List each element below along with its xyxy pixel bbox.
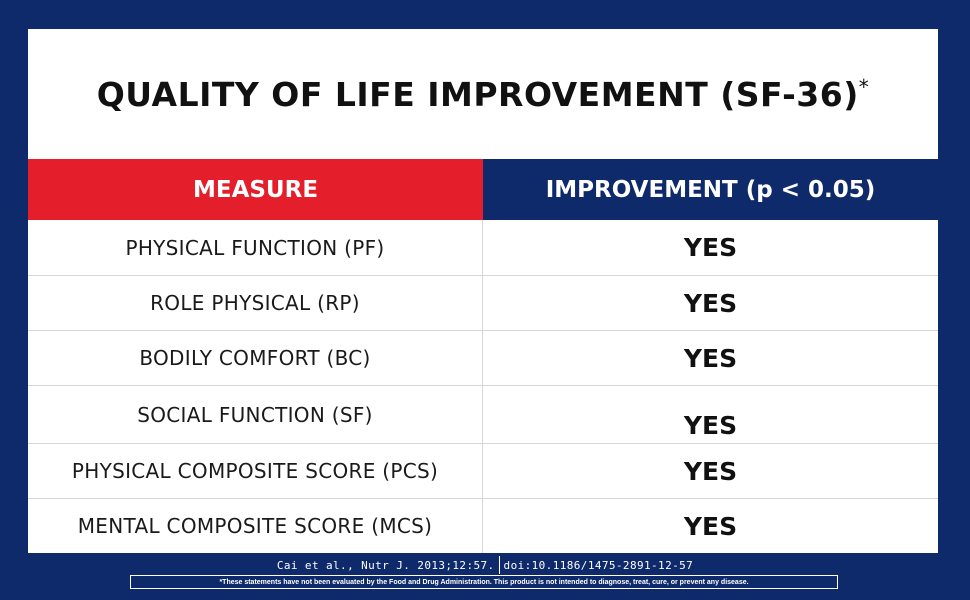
measure-cell: PHYSICAL COMPOSITE SCORE (PCS): [28, 444, 483, 498]
table-row: SOCIAL FUNCTION (SF) YES: [28, 385, 938, 443]
improvement-cell: YES: [683, 343, 738, 373]
measure-cell: BODILY COMFORT (BC): [28, 331, 483, 385]
citation: Cai et al., Nutr J. 2013;12:57. doi:10.1…: [0, 556, 970, 574]
page-title: QUALITY OF LIFE IMPROVEMENT (SF-36)*: [97, 75, 870, 114]
table-header-row: MEASURE IMPROVEMENT (p < 0.05): [28, 159, 938, 220]
fda-disclaimer: *These statements have not been evaluate…: [130, 575, 838, 589]
measure-cell: PHYSICAL FUNCTION (PF): [28, 220, 483, 275]
title-text: QUALITY OF LIFE IMPROVEMENT (SF-36): [96, 74, 859, 114]
table-row: PHYSICAL FUNCTION (PF) YES: [28, 220, 938, 275]
citation-source: Cai et al., Nutr J. 2013;12:57.: [276, 558, 495, 572]
citation-doi: doi:10.1186/1475-2891-12-57: [503, 558, 694, 572]
measure-cell: SOCIAL FUNCTION (SF): [28, 386, 483, 443]
table-row: ROLE PHYSICAL (RP) YES: [28, 275, 938, 330]
improvement-cell: YES: [683, 288, 738, 318]
table-row: PHYSICAL COMPOSITE SCORE (PCS) YES: [28, 443, 938, 498]
improvement-cell: YES: [683, 233, 738, 262]
table-row: MENTAL COMPOSITE SCORE (MCS) YES: [28, 498, 938, 553]
improvement-cell: YES: [683, 411, 738, 440]
header-measure: MEASURE: [28, 159, 483, 220]
header-improvement: IMPROVEMENT (p < 0.05): [483, 159, 938, 220]
measure-cell: MENTAL COMPOSITE SCORE (MCS): [28, 499, 483, 553]
title-asterisk: *: [858, 74, 870, 99]
table-body: PHYSICAL FUNCTION (PF) YES ROLE PHYSICAL…: [28, 220, 938, 553]
improvement-cell: YES: [683, 511, 738, 541]
table-row: BODILY COMFORT (BC) YES: [28, 330, 938, 385]
content-card: QUALITY OF LIFE IMPROVEMENT (SF-36)* MEA…: [28, 29, 938, 553]
title-box: QUALITY OF LIFE IMPROVEMENT (SF-36)*: [28, 29, 938, 159]
improvement-cell: YES: [683, 456, 738, 486]
citation-divider: [498, 556, 500, 574]
measure-cell: ROLE PHYSICAL (RP): [28, 276, 483, 330]
